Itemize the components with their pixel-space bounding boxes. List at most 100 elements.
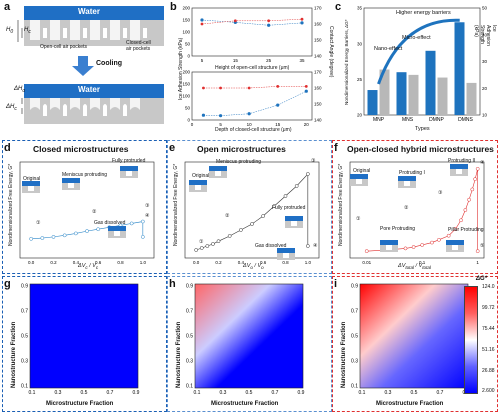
data-point <box>40 236 45 240</box>
data-point-adhesion <box>267 23 271 27</box>
state-water <box>398 176 416 181</box>
h-xlabel: Microstructure Fraction <box>211 401 279 407</box>
box-f <box>332 140 498 274</box>
state-water <box>62 178 80 183</box>
box-h <box>167 276 332 412</box>
y-tick-label: 50 <box>185 106 191 111</box>
e-meniscus: Meniscus protruding <box>216 159 262 165</box>
f-n5: ⑤ <box>480 243 485 249</box>
b-ylabel-left: Ice Adhesion Strength (kPa) <box>178 37 184 100</box>
panel-label-a: a <box>4 1 11 13</box>
f-ylabel: Nondimensionalized Free Energy, G* <box>338 163 344 246</box>
x-tick-label: 0.0 <box>28 260 35 265</box>
data-point <box>467 197 471 202</box>
y-tick-label: 100 <box>182 30 190 35</box>
c-ann-higher: Higher energy barriers <box>396 10 451 16</box>
panel-label-h: h <box>169 278 176 290</box>
c-ylabel-right: Ice Adhesion Strength (kPa) <box>473 25 497 46</box>
data-point-contact-angle <box>233 19 237 23</box>
data-point <box>470 187 475 192</box>
y-tick-label: 200 <box>182 6 190 11</box>
data-point <box>238 228 243 232</box>
data-point <box>473 177 477 181</box>
title-f: Open-closed hybrid microstructures <box>347 144 494 154</box>
plot-frame <box>194 283 304 389</box>
f-n1: ① <box>356 216 361 222</box>
heatmap-cell <box>360 284 468 388</box>
data-point <box>403 246 408 251</box>
y-tick-label: 0.3 <box>186 359 193 365</box>
e-n4: ④ <box>313 243 318 249</box>
series-line-adhesion <box>201 19 303 26</box>
data-point <box>283 194 288 198</box>
chart-i: 0.10.30.50.70.90.10.30.50.70.9 <box>351 283 470 396</box>
y-tick-label: 0.9 <box>351 284 358 290</box>
x-tick-label: 0.0 <box>193 260 200 265</box>
state-air-pocket <box>68 183 74 188</box>
data-point-contact-angle <box>219 86 222 90</box>
y-tick-label: 25 <box>357 77 363 82</box>
panel-label-f: f <box>334 142 338 154</box>
e-full: Fully protruded <box>272 205 306 211</box>
data-point <box>305 244 310 248</box>
state-water <box>189 180 207 185</box>
y-tick-label: 0.5 <box>21 334 28 340</box>
x-tick-label: 0.7 <box>437 390 444 396</box>
state-water <box>22 181 40 186</box>
delta-hc-label: ΔHc <box>6 104 17 113</box>
plot-frame <box>184 161 320 259</box>
box-d <box>2 140 167 274</box>
data-point-adhesion <box>201 113 206 117</box>
f-pillar: Pillar Protruding <box>448 227 484 233</box>
y-tick-label: 0.5 <box>351 334 358 340</box>
f-original: Original <box>353 168 371 174</box>
heatmap-cell <box>30 284 138 388</box>
f-n4: ④ <box>480 160 485 166</box>
x-tick-label: 0.1 <box>29 390 36 396</box>
g-ylabel: Nanostructure Fraction <box>11 321 17 388</box>
data-point <box>446 233 451 238</box>
x-tick-label: 0.3 <box>220 390 227 396</box>
chart-e: 0.0 0.2 0.4 0.6 0.8 1.0 <box>184 161 320 265</box>
d-meniscus: Meniscus protruding <box>62 172 108 178</box>
d-n4: ④ <box>145 213 150 219</box>
h-ylabel: Nanostructure Fraction <box>176 321 182 388</box>
state-water <box>108 226 126 231</box>
x-tick-label: 0.7 <box>107 390 114 396</box>
x-tick-label: 0.1 <box>359 390 366 396</box>
y-tick-label: 0.1 <box>186 384 193 390</box>
y-tick-label: 150 <box>182 18 190 23</box>
y-tick-label: 150 <box>314 102 322 107</box>
water-label-top: Water <box>78 7 100 16</box>
state-water <box>446 240 464 245</box>
y-tick-label: 140 <box>314 118 322 123</box>
e-xlabel: ΔVo / Vo <box>243 263 264 271</box>
d-xlabel: ΔVc / Vc <box>78 263 99 271</box>
chart-g: 0.1 0.3 0.5 0.7 0.9 0.1 0.3 0.5 0.7 0.9 <box>21 283 140 396</box>
y-tick-label: 0.7 <box>351 309 358 315</box>
x-tick-label: 0 <box>191 122 194 127</box>
x-tick-label: MNS <box>402 117 414 123</box>
d-ylabel: Nondimensionalized Free Energy, G* <box>8 163 14 246</box>
closed-cell-label: Closed-cell air pockets <box>126 40 151 52</box>
state-water <box>209 166 227 171</box>
y-tick-label: 20 <box>482 86 488 91</box>
data-point <box>140 219 145 224</box>
f-prot2: Protruding II <box>448 158 476 164</box>
x-tick-label: DMNP <box>429 117 444 123</box>
state-air-pocket <box>456 169 462 174</box>
colorbar-title: ΔG* <box>476 276 488 282</box>
arrow-higher-energy <box>377 18 460 85</box>
x-tick-label: 0.2 <box>215 260 222 265</box>
delta-ho-label: ΔHo <box>14 86 26 95</box>
f-prot1: Protruding I <box>399 170 425 176</box>
y-tick-label: 160 <box>314 22 322 27</box>
water-label-bottom: Water <box>78 85 100 94</box>
data-point-contact-angle <box>300 17 304 21</box>
data-point <box>430 240 434 245</box>
x-tick-label: 0.4 <box>73 260 80 265</box>
x-tick-label: 0.5 <box>411 390 418 396</box>
bar-ice-adhesion <box>408 74 419 115</box>
title-e: Open microstructures <box>197 144 286 154</box>
